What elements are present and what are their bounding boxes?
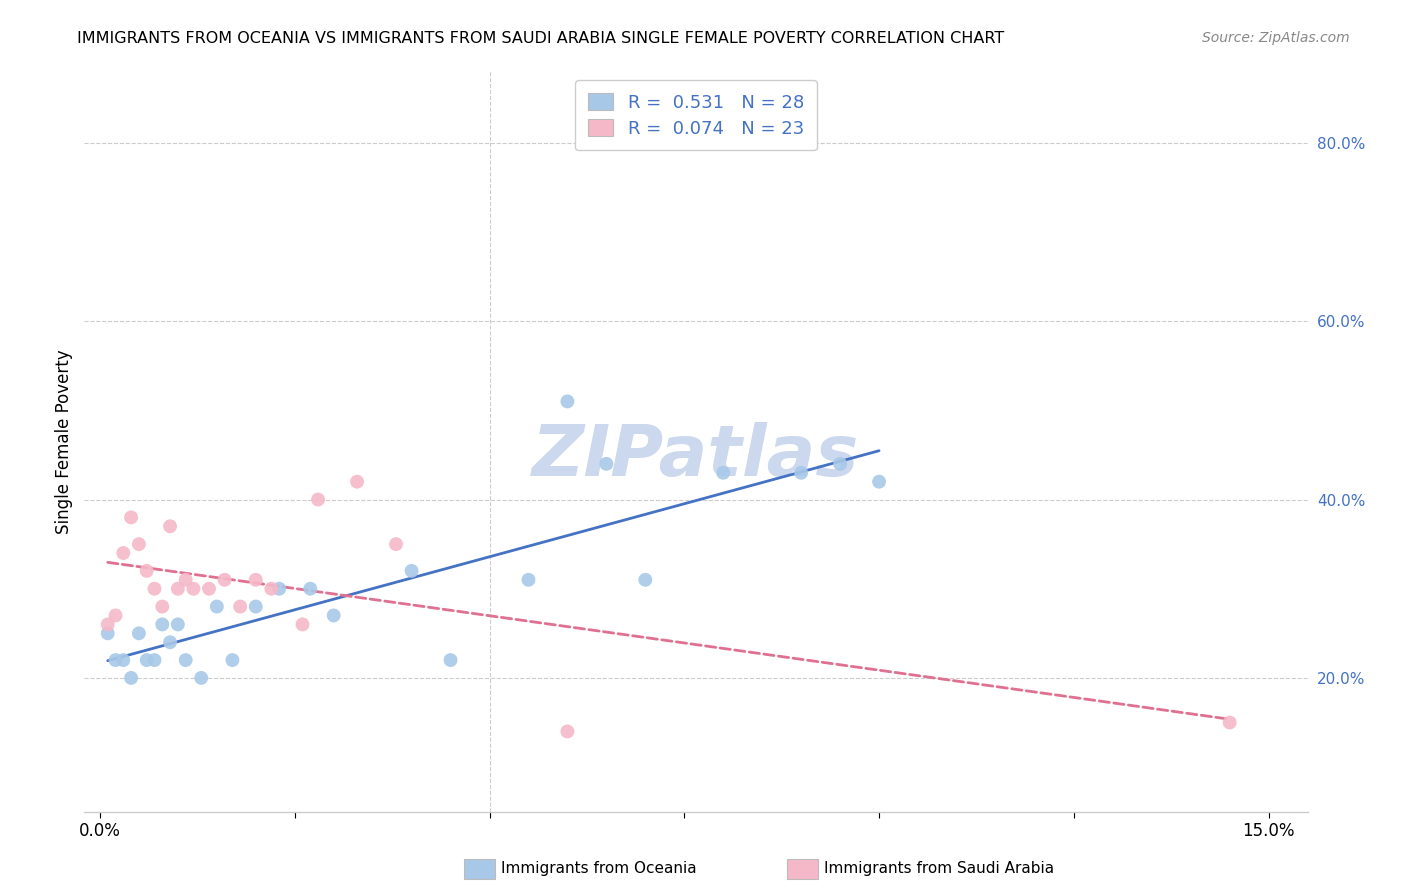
Point (159, 635, 181, 649)
Point (711, 466, 734, 480)
Point (166, 617, 188, 632)
Point (128, 626, 150, 640)
Point (183, 582, 205, 596)
Point (214, 573, 236, 587)
Point (307, 492, 329, 507)
Point (1219, 715, 1241, 730)
Point (128, 537, 150, 551)
Point (135, 564, 157, 578)
Point (150, 599, 173, 614)
Point (401, 564, 423, 578)
Legend: R =  0.531   N = 28, R =  0.074   N = 23: R = 0.531 N = 28, R = 0.074 N = 23 (575, 80, 817, 151)
Point (229, 599, 252, 614)
Point (120, 510, 142, 524)
Point (174, 653, 197, 667)
Point (205, 599, 228, 614)
Point (595, 457, 617, 471)
Point (634, 573, 657, 587)
Point (120, 671, 142, 685)
Point (269, 582, 291, 596)
Point (166, 582, 188, 596)
Point (322, 608, 344, 623)
Point (150, 617, 173, 632)
Point (830, 457, 852, 471)
Text: Immigrants from Saudi Arabia: Immigrants from Saudi Arabia (824, 862, 1054, 876)
Text: Immigrants from Oceania: Immigrants from Oceania (501, 862, 696, 876)
Point (385, 537, 408, 551)
Point (557, 394, 579, 409)
Point (174, 573, 197, 587)
Point (97, 626, 120, 640)
Text: IMMIGRANTS FROM OCEANIA VS IMMIGRANTS FROM SAUDI ARABIA SINGLE FEMALE POVERTY CO: IMMIGRANTS FROM OCEANIA VS IMMIGRANTS FR… (77, 31, 1004, 46)
Point (439, 653, 461, 667)
Point (135, 653, 157, 667)
Point (291, 617, 314, 632)
Point (557, 724, 579, 739)
Point (260, 582, 283, 596)
Point (104, 608, 127, 623)
Point (97, 617, 120, 632)
Point (112, 653, 135, 667)
Y-axis label: Single Female Poverty: Single Female Poverty (55, 350, 73, 533)
Point (198, 582, 221, 596)
Point (143, 582, 166, 596)
Point (346, 475, 368, 489)
Text: ZIPatlas: ZIPatlas (533, 422, 859, 491)
Point (143, 653, 166, 667)
Point (112, 546, 135, 560)
Point (245, 599, 267, 614)
Point (159, 519, 181, 533)
Point (299, 582, 322, 596)
Point (868, 475, 890, 489)
Point (104, 653, 127, 667)
Point (517, 573, 540, 587)
Point (790, 466, 813, 480)
Text: Source: ZipAtlas.com: Source: ZipAtlas.com (1202, 31, 1350, 45)
Point (245, 573, 267, 587)
Point (221, 653, 243, 667)
Point (190, 671, 212, 685)
